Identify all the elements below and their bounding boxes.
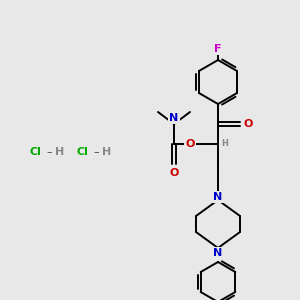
Text: O: O — [185, 139, 195, 149]
Text: –: – — [46, 147, 52, 157]
Text: Cl: Cl — [29, 147, 41, 157]
Text: F: F — [214, 44, 222, 54]
Text: O: O — [169, 168, 179, 178]
Text: N: N — [169, 113, 178, 123]
Text: –: – — [93, 147, 99, 157]
Text: N: N — [213, 248, 223, 258]
Text: N: N — [213, 192, 223, 202]
Text: Cl: Cl — [76, 147, 88, 157]
Text: O: O — [243, 119, 253, 129]
Text: H: H — [56, 147, 64, 157]
Text: H: H — [102, 147, 112, 157]
Text: H: H — [222, 139, 228, 148]
